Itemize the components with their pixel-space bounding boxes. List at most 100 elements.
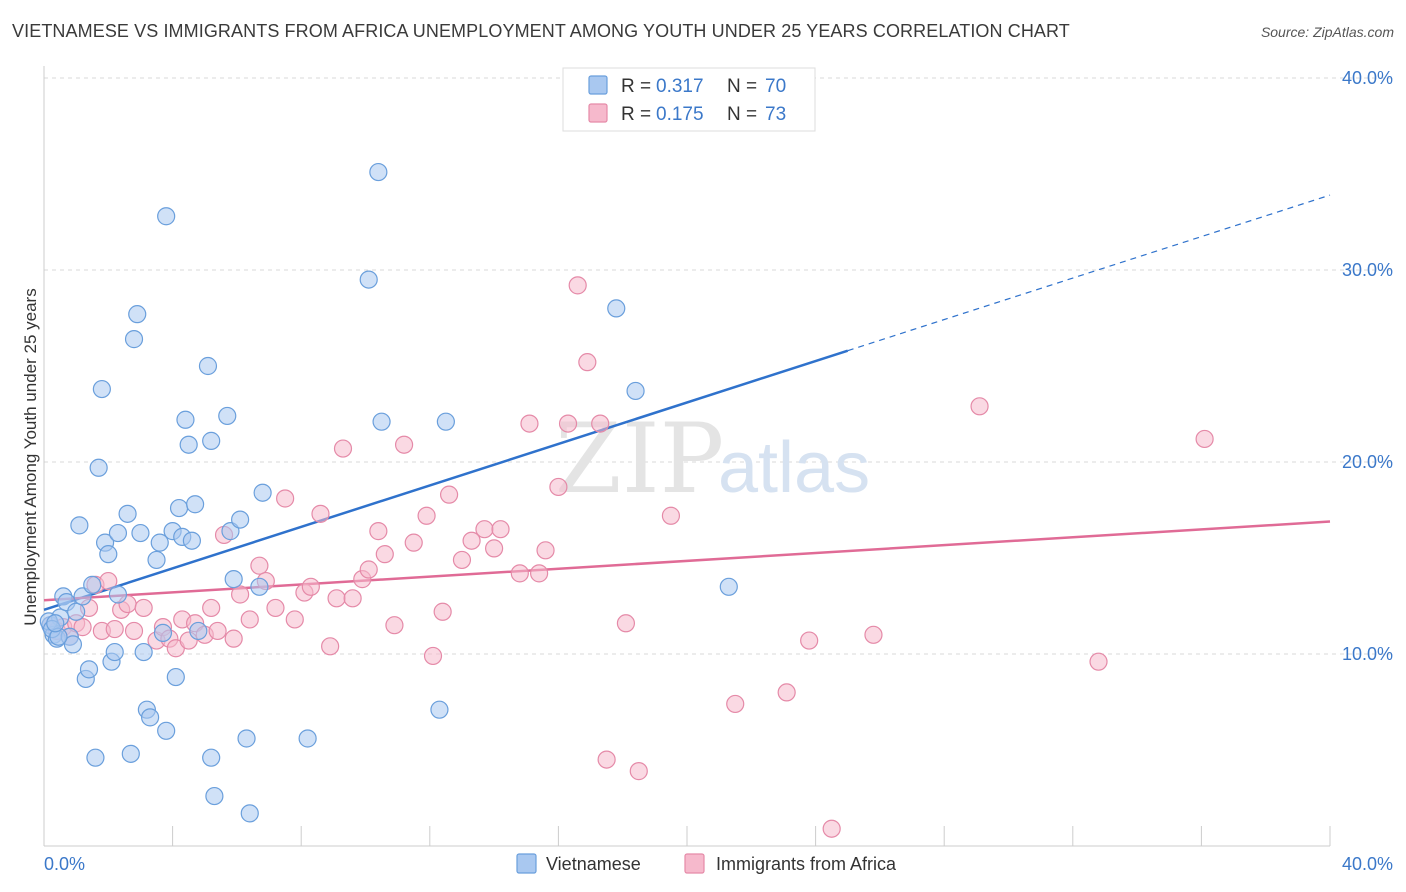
africa-point-45 [385,616,404,635]
africa-point-39 [333,439,353,458]
africa-point-29 [250,556,269,575]
africa-point-75 [970,397,989,416]
vietnamese-point-63 [607,299,626,318]
vietnamese-point-24 [121,744,140,763]
africa-point-73 [822,819,841,838]
x-tick-label-0: 0.0% [44,854,85,874]
africa-point-55 [485,539,504,558]
vietnamese-point-31 [147,550,166,570]
legend-swatch-africa [588,103,608,123]
africa-point-72 [800,631,819,650]
vietnamese-point-7 [63,635,83,654]
africa-point-66 [597,750,616,769]
vietnamese-point-21 [108,585,128,604]
vietnamese-point-46 [202,431,221,450]
legend-n-label-1: N = [727,76,757,97]
gridlines [44,77,1392,655]
vietnamese-point-18 [99,545,118,564]
points-vietnamese [39,162,738,823]
watermark-atlas: atlas [718,428,870,508]
y-tick-labels: 10.0% 20.0% 30.0% 40.0% [1342,68,1393,664]
vietnamese-point-23 [118,504,137,523]
africa-point-67 [616,614,636,633]
vietnamese-point-30 [140,708,160,727]
africa-point-23 [202,598,221,618]
africa-point-46 [394,435,414,454]
vietnamese-point-61 [436,412,455,431]
africa-point-38 [327,589,346,608]
vietnamese-point-47 [202,748,221,767]
africa-point-57 [510,564,529,583]
vietnamese-point-53 [237,729,256,748]
africa-point-43 [369,522,388,541]
y-tick-label-0: 10.0% [1342,644,1393,664]
vietnamese-point-15 [89,458,108,477]
vietnamese-point-51 [224,570,243,589]
africa-point-56 [491,520,510,539]
vietnamese-point-45 [198,356,218,376]
x-tick-label-1: 40.0% [1342,854,1393,874]
africa-point-52 [452,550,472,570]
legend-n-value-2: 73 [765,104,786,125]
bottom-legend-label-africa: Immigrants from Africa [716,854,897,874]
trend-line-vietnamese-extension [847,194,1331,352]
africa-point-69 [661,506,681,525]
africa-point-70 [726,694,745,714]
watermark: ZIP atlas [555,403,870,515]
y-tick-label-3: 40.0% [1342,68,1393,88]
vietnamese-point-43 [186,495,205,514]
africa-point-77 [1195,429,1214,449]
legend-r-value-1: 0.317 [656,76,704,97]
africa-point-44 [375,545,394,564]
vietnamese-point-56 [253,483,272,502]
legend-n-label-2: N = [727,104,757,125]
source-credit: Source: ZipAtlas.com [1260,24,1394,40]
africa-point-13 [124,621,144,641]
vietnamese-point-32 [150,533,169,552]
bottom-legend: Vietnamese Immigrants from Africa [516,853,897,874]
y-axis-label: Unemployment Among Youth under 25 years [21,288,40,625]
vietnamese-point-54 [240,804,259,823]
vietnamese-point-64 [626,381,645,401]
vietnamese-point-41 [179,435,198,454]
africa-point-64 [578,353,597,372]
africa-point-28 [240,610,259,629]
y-tick-label-1: 20.0% [1342,452,1393,472]
vietnamese-point-59 [369,162,388,182]
vietnamese-point-58 [359,270,378,289]
vietnamese-point-42 [182,531,201,550]
africa-point-48 [417,506,436,525]
africa-point-71 [777,683,796,702]
africa-point-54 [475,520,494,539]
trend-line-vietnamese [43,349,849,612]
legend-r-value-2: 0.175 [656,104,704,125]
vietnamese-point-13 [83,575,102,594]
vietnamese-point-34 [157,721,176,740]
africa-point-14 [134,598,153,618]
africa-point-61 [549,477,568,497]
africa-point-35 [301,577,320,596]
axes [43,66,1331,847]
vietnamese-point-33 [153,623,173,642]
vietnamese-point-14 [86,748,105,767]
legend-r-label-1: R = [621,76,651,97]
legend-n-value-1: 70 [765,76,786,97]
vietnamese-point-10 [70,516,89,535]
vietnamese-point-8 [67,602,86,621]
vietnamese-point-60 [372,412,391,431]
africa-point-60 [536,541,555,560]
africa-point-49 [423,646,443,666]
y-tick-label-2: 30.0% [1342,260,1393,280]
africa-point-65 [591,414,610,433]
africa-point-5 [73,618,92,637]
africa-point-26 [224,629,243,648]
africa-point-58 [520,414,539,433]
vietnamese-point-69 [46,614,65,633]
africa-point-10 [105,619,124,639]
bottom-legend-label-vietnamese: Vietnamese [546,854,641,874]
bottom-legend-swatch-vietnamese [516,853,537,874]
africa-point-36 [311,504,330,523]
africa-point-76 [1089,652,1108,671]
chart-title: VIETNAMESE VS IMMIGRANTS FROM AFRICA UNE… [12,21,1070,41]
